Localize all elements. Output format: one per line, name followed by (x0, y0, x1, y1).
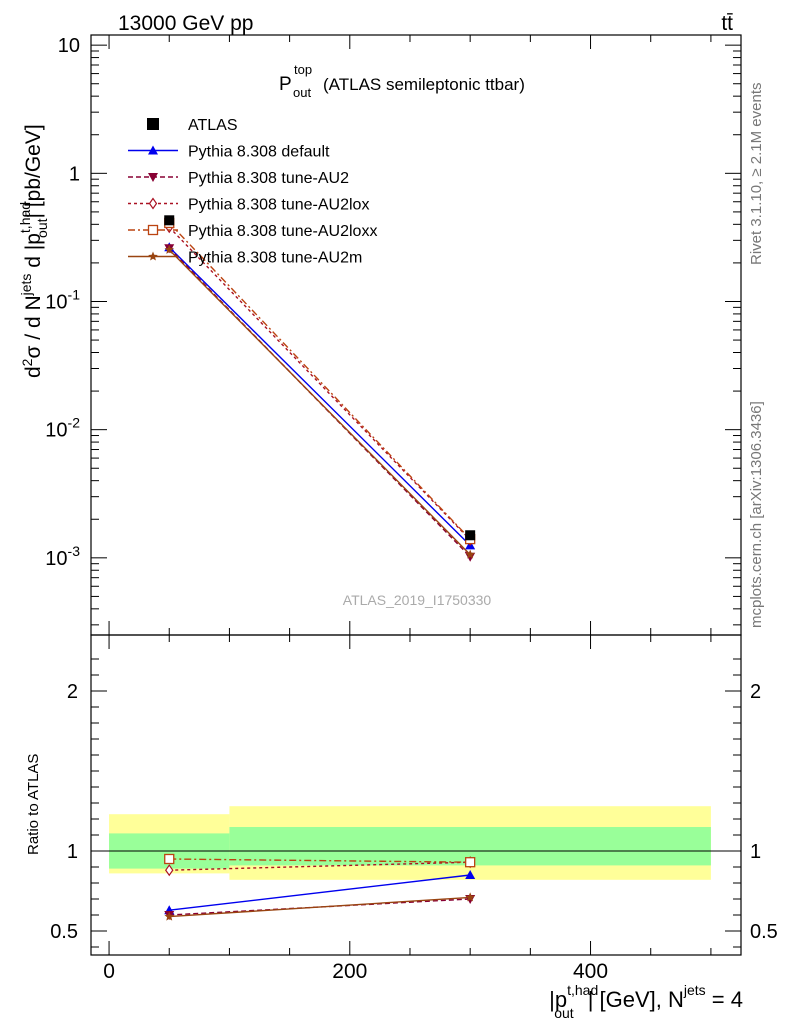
ratio-y-tick-label: 1 (67, 841, 78, 863)
energy-label: 13000 GeV pp (118, 12, 253, 35)
title-rest: (ATLAS semileptonic ttbar) (323, 75, 525, 94)
legend-marker (148, 197, 158, 210)
ratio-y-tick-label: 0.5 (50, 921, 78, 943)
main-point (465, 549, 475, 559)
ratio-line (169, 874, 471, 911)
ratio-y-tick-label: 2 (67, 681, 78, 703)
title-sub: out (293, 85, 311, 100)
ratio-line (169, 861, 471, 871)
ratio-point (164, 911, 174, 921)
legend-marker (147, 224, 159, 236)
ratio-point (165, 864, 174, 877)
rivet-label: Rivet 3.1.10, ≥ 2.1M events (748, 83, 765, 266)
process-label: tt̄ (721, 12, 733, 35)
main-series-lines (168, 222, 471, 558)
legend-label: Pythia 8.308 tune-AU2 (188, 170, 349, 187)
main-line (168, 226, 471, 541)
ratio-line (169, 896, 471, 918)
main-line (168, 222, 471, 540)
main-series-markers (164, 215, 476, 562)
analysis-watermark: ATLAS_2019_I1750330 (343, 592, 492, 608)
main-y-axis-label: d2σ / d Njets d |pt,hadout| [pb/GeV] (17, 124, 50, 378)
y-tick-label: 10-2 (45, 415, 80, 442)
title-sup: top (294, 62, 312, 77)
ratio-point (465, 892, 475, 902)
ratio-point (164, 853, 175, 865)
ratio-line (169, 858, 471, 863)
ratio-plot-frame (90, 634, 742, 956)
y-tick-label: 10-3 (45, 543, 80, 570)
legend-label: Pythia 8.308 tune-AU2lox (188, 197, 369, 214)
legend-label: Pythia 8.308 tune-AU2loxx (188, 223, 377, 240)
main-point (164, 244, 174, 254)
ratio-y-tick-label: 2 (750, 681, 761, 703)
title-main: P (279, 74, 292, 95)
ratio-series-lines (169, 858, 471, 918)
x-tick-label: 0 (103, 960, 115, 983)
y-tick-label: 10 (58, 35, 80, 57)
ratio-y-axis-label: Ratio to ATLAS (25, 754, 42, 855)
ratio-y-tick-label: 1 (750, 841, 761, 863)
legend-marker (148, 251, 158, 261)
y-tick-label: 10-1 (45, 286, 80, 313)
mcplots-label: mcplots.cern.ch [arXiv:1306.3436] (748, 401, 765, 628)
reference-point (164, 215, 175, 226)
x-tick-label: 200 (332, 960, 367, 983)
legend-label: ATLAS (188, 117, 238, 134)
x-tick-label: 400 (573, 960, 608, 983)
legend: ATLAS Pythia 8.308 default Pythia 8.308 tu… (128, 117, 377, 267)
main-line (168, 246, 471, 546)
legend-marker (147, 118, 159, 130)
reference-point (465, 530, 476, 541)
axis-ticks: 0 200 400 10-3 10-2 10-1 1 10 0.5 0.5 1 1 2 2 (45, 35, 778, 983)
legend-label: Pythia 8.308 tune-AU2m (188, 250, 362, 267)
legend-marker (148, 145, 158, 155)
ratio-series-markers (164, 853, 476, 921)
ratio-line (169, 898, 471, 916)
y-tick-label: 1 (69, 163, 80, 185)
ratio-point (465, 870, 476, 879)
legend-label: Pythia 8.308 default (188, 144, 330, 161)
main-line (168, 249, 471, 556)
legend-marker (148, 173, 158, 182)
plot-title: P top out (ATLAS semileptonic ttbar) (279, 62, 525, 100)
x-axis-label: |pt,had out| [GeV], Njets = 4 (549, 982, 743, 1021)
ratio-y-tick-label: 0.5 (750, 921, 778, 943)
ratio-point (465, 857, 476, 868)
